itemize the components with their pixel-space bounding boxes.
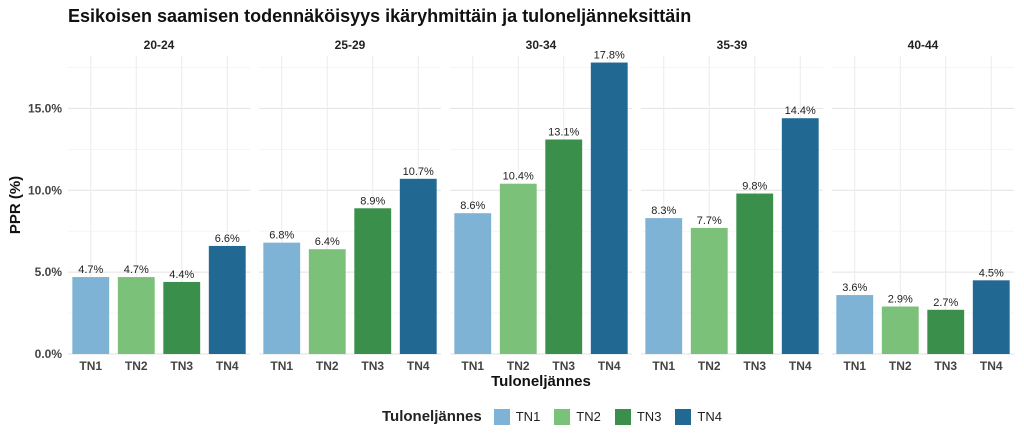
bar xyxy=(881,306,919,354)
bar xyxy=(590,62,628,355)
data-label: 4.4% xyxy=(169,269,194,281)
bar xyxy=(836,295,874,354)
bar xyxy=(545,139,583,354)
x-tick-label: TN3 xyxy=(170,359,193,373)
legend-title: Tuloneljännes xyxy=(382,408,482,425)
x-tick-label: TN4 xyxy=(598,359,621,373)
data-label: 4.7% xyxy=(124,264,149,276)
facet-label: 35-39 xyxy=(717,38,748,52)
x-tick-label: TN1 xyxy=(461,359,484,373)
x-tick-label: TN2 xyxy=(125,359,148,373)
x-tick-label: TN2 xyxy=(889,359,912,373)
x-tick-label: TN3 xyxy=(934,359,957,373)
bar xyxy=(399,178,437,354)
data-label: 8.3% xyxy=(651,205,676,217)
facet-label: 25-29 xyxy=(335,38,366,52)
data-label: 10.7% xyxy=(403,166,434,178)
legend-swatch-tn4 xyxy=(675,408,692,425)
bar xyxy=(927,309,965,354)
data-label: 9.8% xyxy=(742,181,767,193)
data-label: 3.6% xyxy=(842,282,867,294)
bar xyxy=(499,183,537,354)
y-tick-label: 15.0% xyxy=(28,101,62,115)
x-tick-label: TN4 xyxy=(980,359,1003,373)
x-tick-label: TN4 xyxy=(789,359,812,373)
bar xyxy=(163,281,201,354)
bar xyxy=(208,245,246,354)
bar xyxy=(263,242,301,354)
legend-label-tn2: TN2 xyxy=(576,409,601,424)
x-tick-label: TN3 xyxy=(361,359,384,373)
data-label: 8.6% xyxy=(460,200,485,212)
data-label: 2.9% xyxy=(888,294,913,306)
legend: Tuloneljännes TN1 TN2 TN3 TN4 xyxy=(382,408,736,425)
legend-item-tn2: TN2 xyxy=(554,408,601,425)
data-label: 4.5% xyxy=(979,267,1004,279)
x-tick-label: TN2 xyxy=(698,359,721,373)
facet-label: 40-44 xyxy=(908,38,939,52)
x-tick-label: TN4 xyxy=(216,359,239,373)
legend-item-tn1: TN1 xyxy=(493,408,541,425)
data-label: 6.4% xyxy=(315,236,340,248)
facet-label: 20-24 xyxy=(144,38,175,52)
bar xyxy=(781,118,819,354)
data-label: 17.8% xyxy=(594,50,625,62)
x-tick-label: TN1 xyxy=(652,359,675,373)
data-label: 4.7% xyxy=(78,264,103,276)
x-tick-label: TN1 xyxy=(843,359,866,373)
bar xyxy=(645,218,683,354)
legend-label-tn3: TN3 xyxy=(636,409,662,424)
x-tick-label: TN3 xyxy=(743,359,766,373)
facet-label: 30-34 xyxy=(526,38,557,52)
data-label: 7.7% xyxy=(697,215,722,227)
bar xyxy=(117,277,155,354)
y-axis-title: PPR (%) xyxy=(7,176,24,234)
x-tick-label: TN1 xyxy=(79,359,102,373)
x-tick-label: TN1 xyxy=(270,359,293,373)
legend-swatch-tn3 xyxy=(614,408,631,425)
x-axis-title: Tuloneljännes xyxy=(491,373,591,390)
y-tick-label: 5.0% xyxy=(35,265,63,279)
bar xyxy=(736,193,774,354)
bar xyxy=(972,280,1010,354)
legend-item-tn4: TN4 xyxy=(675,408,722,425)
x-tick-label: TN4 xyxy=(407,359,430,373)
legend-swatch-tn1 xyxy=(493,408,510,425)
data-label: 2.7% xyxy=(933,297,958,309)
data-label: 13.1% xyxy=(548,127,579,139)
chart-title: Esikoisen saamisen todennäköisyys ikäryh… xyxy=(68,6,692,26)
x-tick-label: TN3 xyxy=(552,359,575,373)
bar xyxy=(354,208,392,354)
bar xyxy=(690,227,728,354)
legend-item-tn3: TN3 xyxy=(614,408,662,425)
legend-label-tn4: TN4 xyxy=(697,409,722,424)
data-label: 10.4% xyxy=(503,171,534,183)
y-tick-label: 0.0% xyxy=(35,347,63,361)
legend-label-tn1: TN1 xyxy=(515,409,541,424)
data-label: 8.9% xyxy=(360,195,385,207)
x-tick-label: TN2 xyxy=(316,359,339,373)
y-tick-label: 10.0% xyxy=(28,183,62,197)
data-label: 6.6% xyxy=(215,233,240,245)
data-label: 14.4% xyxy=(785,105,816,117)
bar xyxy=(308,249,346,354)
legend-swatch-tn2 xyxy=(554,408,571,425)
x-tick-label: TN2 xyxy=(507,359,530,373)
bar xyxy=(454,213,492,354)
bar xyxy=(72,277,110,354)
data-label: 6.8% xyxy=(269,230,294,242)
